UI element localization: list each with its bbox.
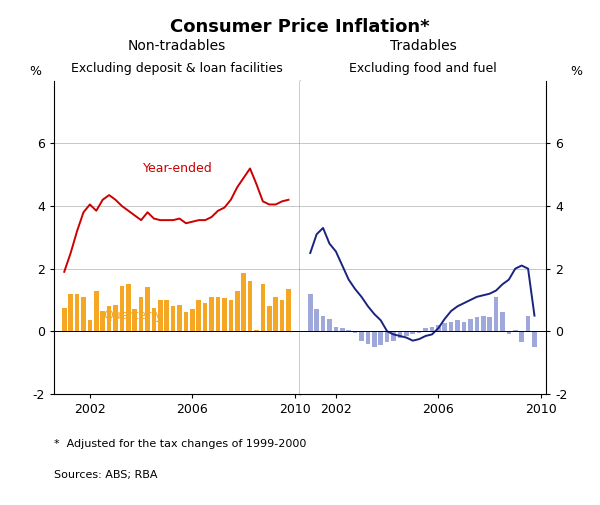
Bar xyxy=(346,330,351,331)
Bar xyxy=(359,331,364,341)
Bar xyxy=(321,316,325,331)
Bar xyxy=(442,323,447,331)
Text: Year-ended: Year-ended xyxy=(143,162,212,175)
Bar xyxy=(215,297,220,331)
Text: Tradables: Tradables xyxy=(389,38,457,53)
Bar xyxy=(171,306,175,331)
Bar xyxy=(468,319,473,331)
Bar xyxy=(190,310,194,331)
Bar xyxy=(88,320,92,331)
Bar xyxy=(436,325,440,331)
Bar xyxy=(404,331,409,336)
Bar xyxy=(158,300,163,331)
Bar xyxy=(385,331,389,342)
Bar xyxy=(139,297,143,331)
Bar xyxy=(126,284,131,331)
Text: Non-tradables: Non-tradables xyxy=(128,38,226,53)
Bar xyxy=(398,331,402,337)
Bar xyxy=(461,322,466,331)
Bar xyxy=(254,330,259,331)
Text: Excluding food and fuel: Excluding food and fuel xyxy=(349,62,497,75)
Text: %: % xyxy=(29,65,41,78)
Bar xyxy=(119,286,124,331)
Bar xyxy=(241,273,246,331)
Bar xyxy=(487,317,492,331)
Bar xyxy=(286,289,291,331)
Text: Sources: ABS; RBA: Sources: ABS; RBA xyxy=(54,470,157,480)
Bar xyxy=(410,331,415,334)
Bar xyxy=(500,313,505,331)
Bar xyxy=(526,316,530,331)
Bar xyxy=(152,308,156,331)
Text: *  Adjusted for the tax changes of 1999-2000: * Adjusted for the tax changes of 1999-2… xyxy=(54,439,307,449)
Bar xyxy=(353,331,358,333)
Bar xyxy=(81,297,86,331)
Bar xyxy=(308,294,313,331)
Bar xyxy=(113,305,118,331)
Bar xyxy=(532,331,537,347)
Bar xyxy=(222,298,227,331)
Bar xyxy=(145,287,150,331)
Bar xyxy=(274,297,278,331)
Bar xyxy=(260,284,265,331)
Bar xyxy=(481,316,485,331)
Text: Consumer Price Inflation*: Consumer Price Inflation* xyxy=(170,18,430,36)
Text: %: % xyxy=(571,65,583,78)
Bar xyxy=(520,331,524,342)
Bar xyxy=(196,300,201,331)
Bar xyxy=(506,331,511,334)
Bar xyxy=(365,331,370,344)
Bar xyxy=(177,305,182,331)
Bar xyxy=(94,290,98,331)
Bar xyxy=(248,281,253,331)
Bar xyxy=(340,328,344,331)
Bar xyxy=(430,327,434,331)
Bar xyxy=(314,310,319,331)
Bar xyxy=(133,310,137,331)
Bar xyxy=(100,311,105,331)
Text: Excluding deposit & loan facilities: Excluding deposit & loan facilities xyxy=(71,62,283,75)
Bar xyxy=(209,297,214,331)
Bar xyxy=(417,331,421,333)
Bar xyxy=(455,320,460,331)
Bar xyxy=(164,300,169,331)
Bar xyxy=(423,328,428,331)
Bar xyxy=(475,317,479,331)
Bar xyxy=(391,331,396,341)
Bar xyxy=(62,308,67,331)
Bar xyxy=(184,313,188,331)
Bar xyxy=(372,331,377,347)
Bar xyxy=(327,319,332,331)
Bar xyxy=(203,303,208,331)
Bar xyxy=(68,294,73,331)
Bar xyxy=(379,331,383,345)
Bar xyxy=(494,297,499,331)
Bar xyxy=(75,294,79,331)
Bar xyxy=(334,327,338,331)
Bar xyxy=(107,306,112,331)
Bar xyxy=(267,306,272,331)
Bar xyxy=(280,300,284,331)
Text: Quarterly: Quarterly xyxy=(103,309,163,322)
Bar xyxy=(235,290,239,331)
Bar xyxy=(229,300,233,331)
Bar xyxy=(449,322,454,331)
Bar xyxy=(513,330,518,331)
